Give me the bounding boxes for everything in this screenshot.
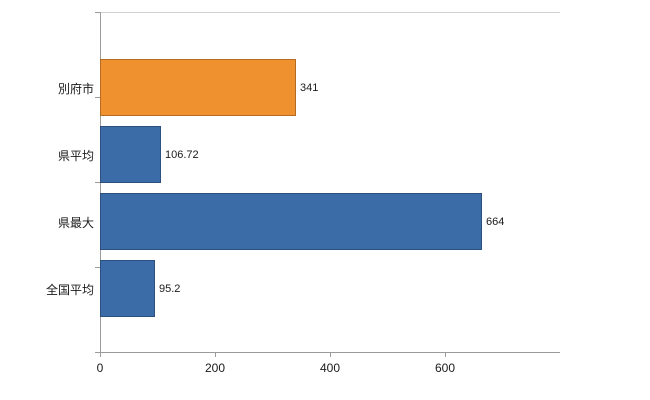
bar-value-label-0: 341 [300,82,319,94]
y-tick-mark-1 [95,97,100,98]
y-tick-mark-3 [95,267,100,268]
x-tick-mark-2 [330,352,331,357]
x-tick-mark-1 [215,352,216,357]
x-tick-mark-3 [445,352,446,357]
y-tick-mark-2 [95,182,100,183]
category-label-1: 県平均 [57,149,94,163]
bar-value-label-3: 95.2 [159,283,181,295]
y-tick-mark-0 [95,12,100,13]
category-label-3: 全国平均 [45,283,94,297]
bar-3 [100,260,155,317]
bar-value-label-2: 664 [486,216,505,228]
y-tick-mark-4 [95,352,100,353]
bar-0 [100,59,296,116]
x-tick-label-0: 0 [96,361,104,375]
bar-1 [100,126,161,183]
category-label-2: 県最大 [57,216,94,230]
x-tick-label-2: 400 [319,361,341,375]
bar-value-label-1: 106.72 [165,149,199,161]
x-tick-mark-0 [100,352,101,357]
x-tick-label-1: 200 [204,361,226,375]
chart-top-border [100,12,560,13]
category-label-0: 別府市 [57,82,94,96]
x-tick-label-3: 600 [434,361,456,375]
bar-2 [100,193,482,250]
